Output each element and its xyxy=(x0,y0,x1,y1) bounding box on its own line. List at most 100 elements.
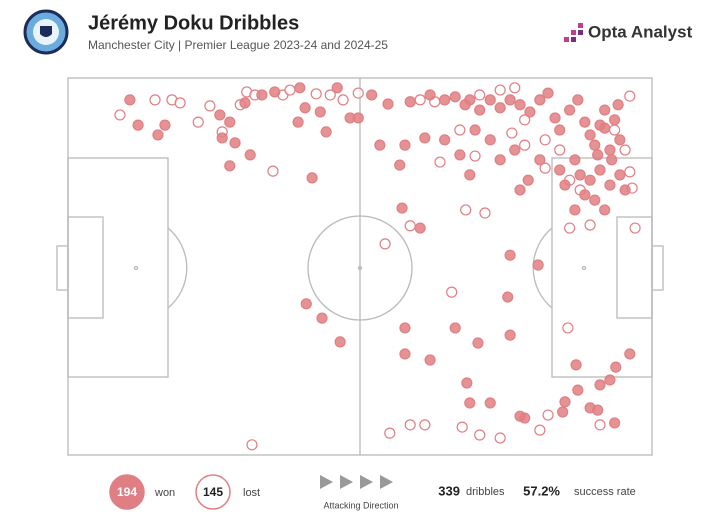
dribble-won xyxy=(229,137,241,149)
dribble-lost xyxy=(479,207,491,219)
dribble-lost xyxy=(494,84,506,96)
dribble-won xyxy=(514,99,526,111)
dribble-won xyxy=(244,149,256,161)
dribble-won xyxy=(484,134,496,146)
dribble-won xyxy=(514,184,526,196)
dribble-won xyxy=(610,361,622,373)
legend-label: lost xyxy=(243,487,260,499)
dribble-won xyxy=(316,312,328,324)
dribble-won xyxy=(239,97,251,109)
dribble-won xyxy=(331,82,343,94)
dribble-lost xyxy=(506,127,518,139)
dribble-won xyxy=(320,126,332,138)
dribble-lost xyxy=(554,144,566,156)
legend-swatch xyxy=(109,474,145,510)
dribble-won xyxy=(599,104,611,116)
dribble-lost xyxy=(174,97,186,109)
dribble-lost xyxy=(509,82,521,94)
dribble-won xyxy=(469,124,481,136)
dribble-won xyxy=(152,129,164,141)
dribble-won xyxy=(619,184,631,196)
dribble-won xyxy=(399,322,411,334)
dribble-lost xyxy=(204,100,216,112)
dribble-won xyxy=(589,139,601,151)
dribble-won xyxy=(224,116,236,128)
dribble-won xyxy=(534,94,546,106)
dribble-won xyxy=(604,179,616,191)
dribble-lost xyxy=(519,114,531,126)
dribble-lost xyxy=(454,124,466,136)
dribble-won xyxy=(569,154,581,166)
dribble-lost xyxy=(192,116,204,128)
chart-subtitle: Manchester City | Premier League 2023-24… xyxy=(88,38,388,52)
dribble-won xyxy=(461,377,473,389)
dribble-won xyxy=(269,86,281,98)
dribble-won xyxy=(594,379,606,391)
dribble-won xyxy=(569,204,581,216)
dribble-lost xyxy=(624,90,636,102)
dribble-won xyxy=(494,154,506,166)
dribble-won xyxy=(292,116,304,128)
success-rate-value: 57.2% xyxy=(523,483,560,498)
dribble-won xyxy=(559,396,571,408)
dribble-won xyxy=(439,94,451,106)
dribble-won xyxy=(559,179,571,191)
dribble-won xyxy=(572,384,584,396)
dribble-lost xyxy=(469,150,481,162)
dribble-lost xyxy=(446,286,458,298)
dribble-lost xyxy=(494,432,506,444)
dribble-lost xyxy=(337,94,349,106)
brand-name: Opta Analyst xyxy=(588,22,693,41)
dribble-won xyxy=(366,89,378,101)
dribble-won xyxy=(474,104,486,116)
dribble-lost xyxy=(474,429,486,441)
dribble-won xyxy=(504,249,516,261)
dribble-lost xyxy=(267,165,279,177)
dribble-lost xyxy=(562,322,574,334)
pitch xyxy=(56,77,664,456)
dribble-lost xyxy=(404,220,416,232)
dribble-lost xyxy=(594,419,606,431)
dribble-lost xyxy=(246,439,258,451)
dribble-won xyxy=(399,348,411,360)
dribble-lost xyxy=(114,109,126,121)
dribble-won xyxy=(334,336,346,348)
dribble-won xyxy=(484,397,496,409)
dribble-won xyxy=(609,417,621,429)
dribble-won xyxy=(599,204,611,216)
dribble-won xyxy=(542,87,554,99)
brand-logo xyxy=(564,23,583,42)
dribble-won xyxy=(502,291,514,303)
dribble-lost xyxy=(542,409,554,421)
dribble-lost xyxy=(352,87,364,99)
dribble-won xyxy=(396,202,408,214)
dribble-won xyxy=(399,139,411,151)
dribble-won xyxy=(424,89,436,101)
direction-label: Attacking Direction xyxy=(323,500,398,510)
dribble-won xyxy=(579,189,591,201)
dribble-lost xyxy=(379,238,391,250)
dribble-won xyxy=(592,404,604,416)
dribble-won xyxy=(382,98,394,110)
dribble-won xyxy=(522,174,534,186)
dribble-lost xyxy=(149,94,161,106)
dribble-won xyxy=(464,397,476,409)
dribble-won xyxy=(352,112,364,124)
dribble-won xyxy=(564,104,576,116)
total-value: 339 xyxy=(438,483,460,498)
dribble-lost xyxy=(609,124,621,136)
dribble-won xyxy=(314,106,326,118)
dribble-won xyxy=(299,102,311,114)
dribble-won xyxy=(300,298,312,310)
legend-swatch xyxy=(195,474,231,510)
dribble-lost xyxy=(629,222,641,234)
dribble-lost xyxy=(460,204,472,216)
dribble-won xyxy=(534,154,546,166)
dribble-lost xyxy=(619,144,631,156)
dribble-won xyxy=(584,174,596,186)
dribble-lost xyxy=(414,94,426,106)
dribble-won xyxy=(570,359,582,371)
dribble-won xyxy=(554,164,566,176)
success-rate-caption: success rate xyxy=(574,486,636,498)
legend-count: 194 xyxy=(117,485,137,499)
